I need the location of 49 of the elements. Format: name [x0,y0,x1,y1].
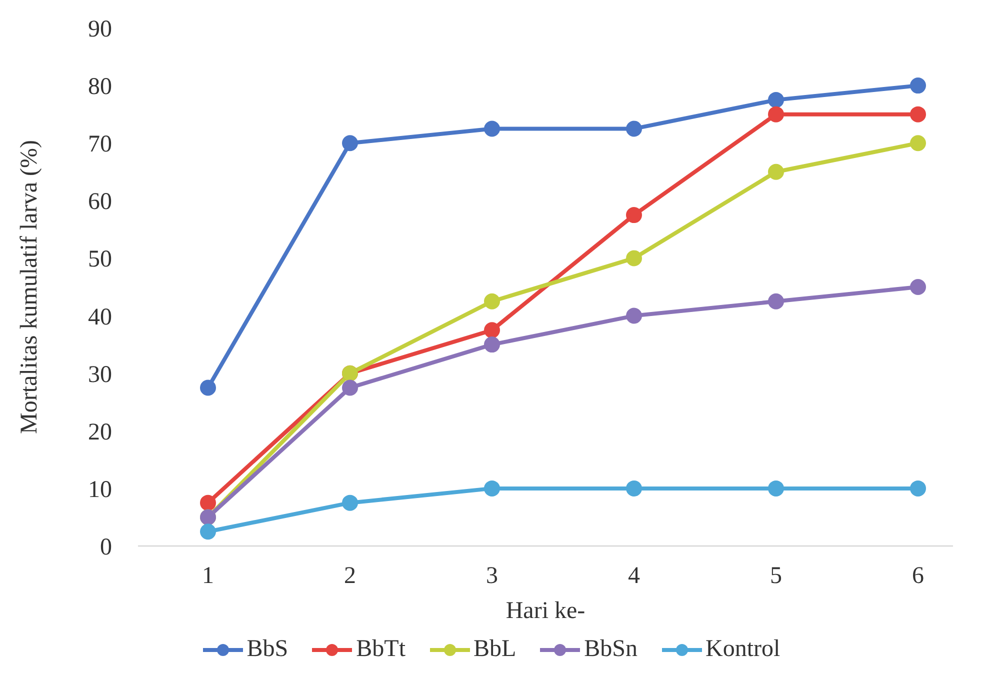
legend-label: Kontrol [706,636,780,663]
point [910,78,926,94]
point [626,250,642,266]
point [626,207,642,224]
point [200,524,216,540]
point [910,135,926,152]
point [626,308,642,324]
point [626,480,642,496]
legend-label: BbL [474,636,516,663]
x-tick-label: 5 [770,563,782,590]
point [768,164,784,180]
x-tick-label: 6 [912,563,924,590]
point [768,480,784,496]
y-tick-label: 0 [100,534,112,561]
y-axis-title: Mortalitas kumulatif larva (%) [16,140,43,434]
point [768,293,784,310]
point [342,494,358,511]
point [768,92,784,108]
point [342,135,358,152]
point [484,480,500,496]
point [484,322,500,338]
point [342,380,358,396]
y-tick-label: 20 [88,419,112,446]
x-axis-title: Hari ke- [506,598,586,624]
x-tick-label: 2 [344,563,356,590]
point [200,380,216,396]
point [768,106,784,122]
y-tick-label: 50 [88,246,112,273]
point [484,336,500,353]
legend-label: BbSn [584,636,638,663]
point [910,106,926,122]
point [200,494,216,511]
point [484,293,500,310]
y-tick-label: 60 [88,189,112,216]
point [626,120,642,137]
y-tick-label: 10 [88,476,112,503]
y-tick-label: 80 [88,74,112,100]
y-tick-label: 40 [88,304,112,330]
x-tick-label: 4 [628,563,640,590]
y-tick-label: 70 [88,132,112,158]
legend-label: BbS [246,636,288,663]
point [910,279,926,295]
y-tick-label: 30 [88,362,112,388]
x-tick-label: 1 [202,563,214,590]
point [484,120,500,137]
legend-label: BbTt [356,636,406,663]
x-tick-label: 3 [486,563,498,590]
y-tick-label: 90 [88,16,112,43]
point [910,480,926,496]
